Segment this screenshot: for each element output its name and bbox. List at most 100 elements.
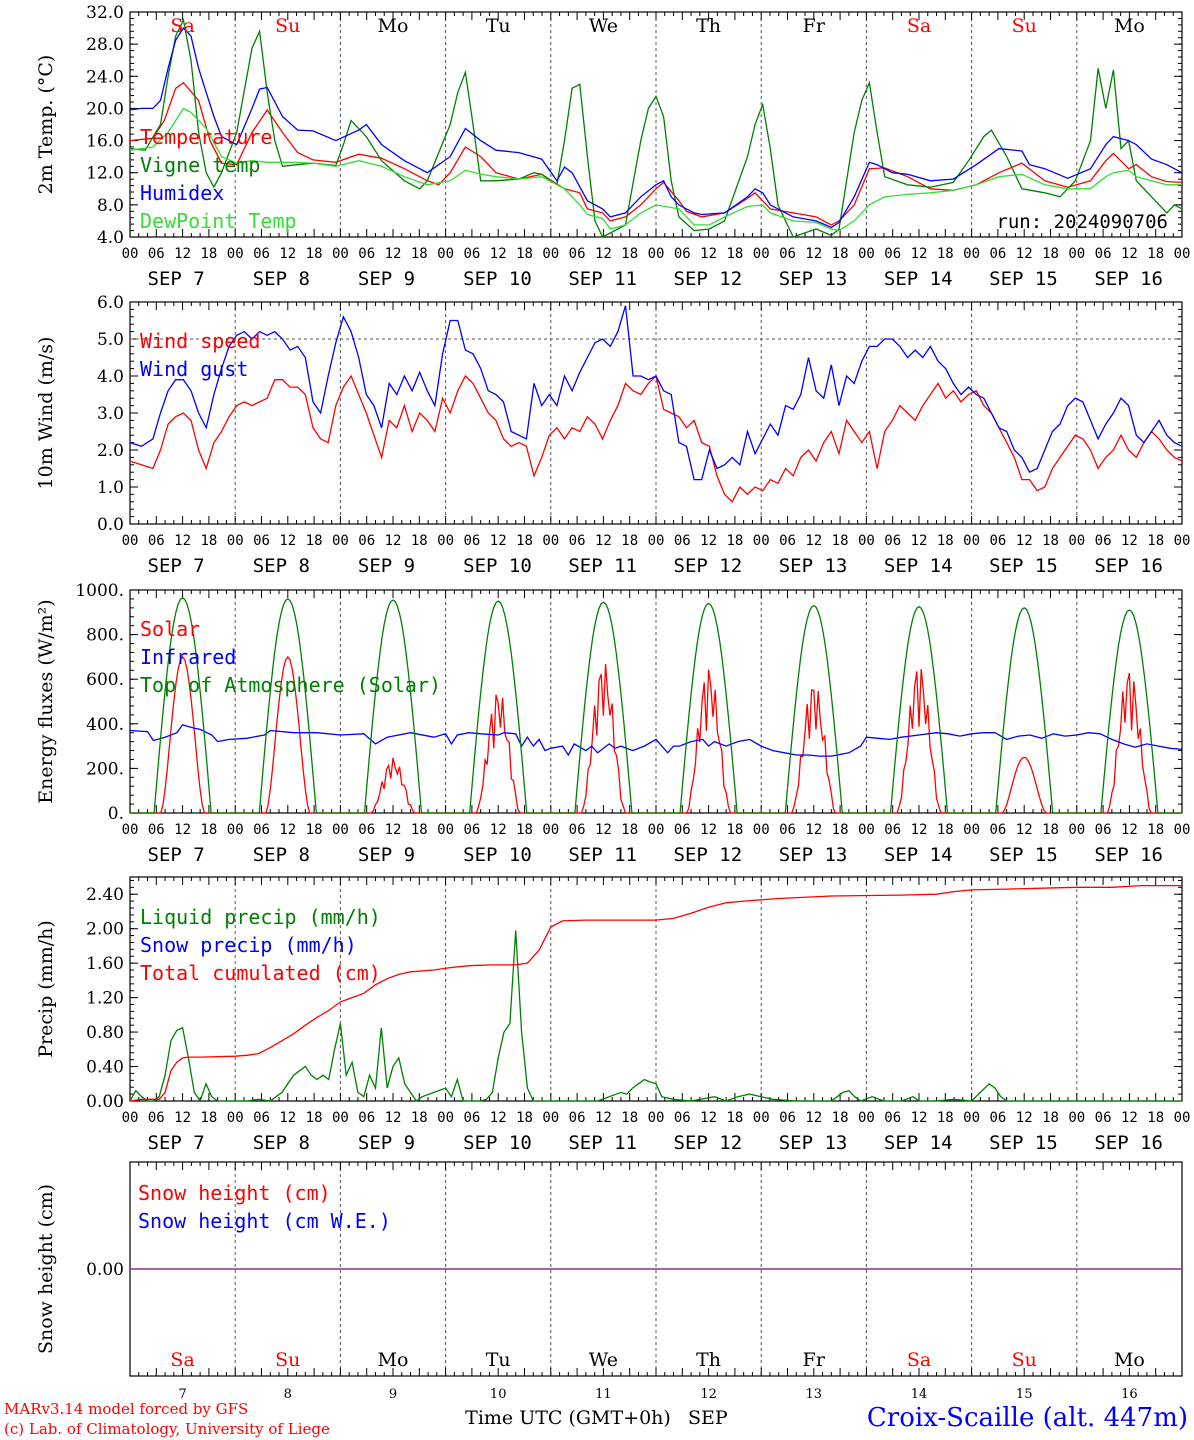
hour-label: 12 — [279, 1110, 296, 1126]
date-label: SEP 16 — [1094, 1132, 1163, 1154]
date-label: SEP 9 — [358, 844, 415, 866]
hour-label: 00 — [437, 1110, 454, 1126]
hour-label: 12 — [490, 822, 507, 838]
hour-label: 12 — [805, 822, 822, 838]
day-number: 9 — [389, 1387, 397, 1402]
hour-label: 00 — [648, 822, 665, 838]
series-line-4-3 — [129, 884, 1182, 1102]
series-line-4-1 — [129, 930, 1182, 1103]
date-label: SEP 8 — [253, 844, 310, 866]
y-tick-label: 28.0 — [86, 35, 124, 55]
y-tick-label: 5.0 — [97, 330, 124, 350]
legend-label: Solar — [140, 617, 200, 641]
day-name-top: Th — [696, 15, 721, 37]
hour-label: 12 — [805, 1110, 822, 1126]
hour-label: 06 — [463, 246, 480, 262]
hour-label: 12 — [490, 533, 507, 549]
x-axis-title: Time UTC (GMT+0h) — [465, 1407, 671, 1429]
plot-frame — [129, 11, 1183, 238]
hour-label: 06 — [989, 1110, 1006, 1126]
panel-5: 0.00 Snow height (cm) Snow height (cm) Snow… — [35, 1161, 1183, 1377]
y-axis-title: Precip (mm/h) — [35, 920, 57, 1058]
hour-label: 06 — [989, 822, 1006, 838]
date-label: SEP 8 — [253, 555, 310, 577]
y-tick-label: 12.0 — [86, 164, 124, 184]
hour-label: 06 — [674, 533, 691, 549]
hour-label: 00 — [858, 246, 875, 262]
date-label: SEP 7 — [148, 1132, 205, 1154]
hour-label: 18 — [726, 822, 743, 838]
hour-label: 18 — [1042, 822, 1059, 838]
y-tick-label: 0.0 — [97, 515, 124, 535]
hour-label: 12 — [700, 533, 717, 549]
hour-label: 12 — [1016, 533, 1033, 549]
date-label: SEP 16 — [1094, 844, 1163, 866]
hour-label: 18 — [1042, 246, 1059, 262]
day-number: 13 — [806, 1387, 823, 1402]
hour-label: 12 — [385, 533, 402, 549]
hour-label: 06 — [358, 822, 375, 838]
legend-label: Temperature — [140, 125, 272, 149]
hour-label: 12 — [279, 533, 296, 549]
date-label: SEP 9 — [358, 1132, 415, 1154]
hour-label: 18 — [726, 1110, 743, 1126]
legend-label: Wind gust — [140, 357, 248, 381]
hour-label: 12 — [279, 822, 296, 838]
day-number: 10 — [490, 1387, 507, 1402]
hour-label: 06 — [779, 533, 796, 549]
plot-frame — [129, 589, 1183, 814]
x-axis-month: SEP — [688, 1407, 728, 1429]
hour-label: 06 — [358, 246, 375, 262]
hour-label: 12 — [1121, 246, 1138, 262]
hour-label: 00 — [542, 533, 559, 549]
day-number: 16 — [1121, 1387, 1138, 1402]
day-number: 7 — [178, 1387, 186, 1402]
y-axis-title: Snow height (cm) — [35, 1184, 57, 1354]
date-label: SEP 12 — [674, 268, 743, 290]
hour-label: 06 — [358, 1110, 375, 1126]
hour-label: 18 — [200, 1110, 217, 1126]
hour-label: 06 — [358, 533, 375, 549]
hour-label: 00 — [227, 246, 244, 262]
hour-label: 12 — [490, 246, 507, 262]
y-tick-label: 200. — [86, 759, 124, 779]
day-name-bottom: Fr — [803, 1349, 826, 1371]
hour-label: 06 — [1095, 1110, 1112, 1126]
hour-label: 00 — [753, 822, 770, 838]
y-axis-title: Energy fluxes (W/m²) — [35, 599, 57, 803]
hour-label: 06 — [253, 822, 270, 838]
hour-label: 06 — [148, 533, 165, 549]
y-tick-label: 2.00 — [86, 920, 124, 940]
hour-label: 18 — [937, 246, 954, 262]
hour-label: 18 — [621, 533, 638, 549]
hour-label: 00 — [437, 822, 454, 838]
date-label: SEP 14 — [884, 1132, 953, 1154]
legend-label: Wind speed — [140, 329, 260, 353]
hour-label: 12 — [1121, 822, 1138, 838]
hour-label: 18 — [937, 533, 954, 549]
hour-label: 18 — [1147, 246, 1164, 262]
hour-label: 18 — [411, 822, 428, 838]
hour-label: 06 — [779, 246, 796, 262]
date-label: SEP 10 — [463, 555, 532, 577]
day-name-top: Fr — [803, 15, 826, 37]
hour-label: 12 — [1016, 246, 1033, 262]
hour-label: 18 — [726, 246, 743, 262]
date-label: SEP 15 — [989, 844, 1058, 866]
hour-label: 06 — [674, 822, 691, 838]
series-line-1-4 — [129, 107, 1182, 232]
legend-label: Infrared — [140, 645, 236, 669]
series-line-2-2 — [129, 305, 1183, 481]
hour-label: 12 — [174, 246, 191, 262]
date-label: SEP 14 — [884, 555, 953, 577]
date-label: SEP 10 — [463, 1132, 532, 1154]
date-label: SEP 12 — [674, 555, 743, 577]
hour-label: 06 — [884, 246, 901, 262]
legend-label: Snow height (cm) — [138, 1181, 331, 1205]
date-label: SEP 10 — [463, 268, 532, 290]
hour-label: 06 — [989, 533, 1006, 549]
hour-label: 06 — [148, 246, 165, 262]
hour-label: 12 — [805, 533, 822, 549]
hour-label: 00 — [437, 533, 454, 549]
legend-label: Vigne temp — [140, 153, 260, 177]
